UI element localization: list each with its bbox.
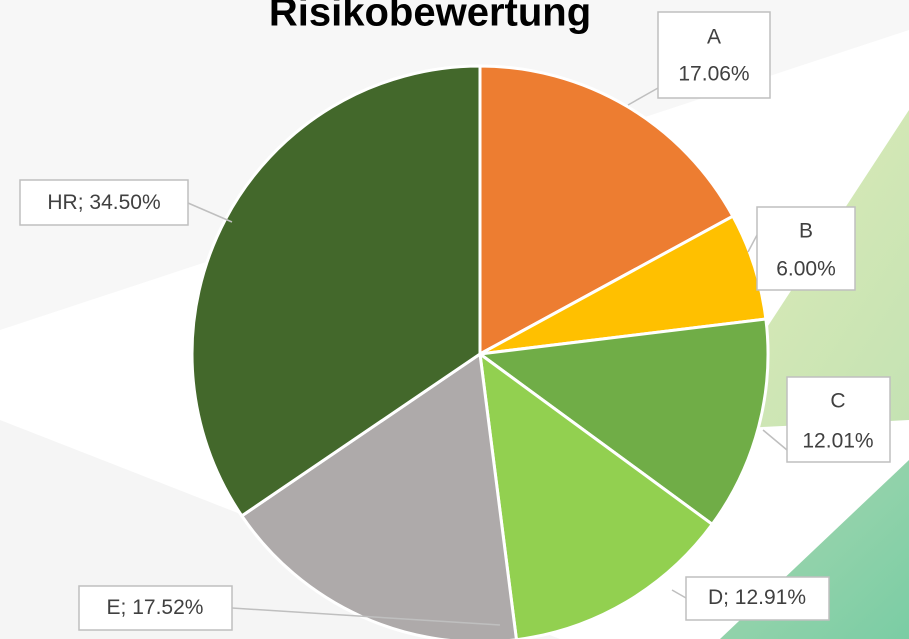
data-label-separator: ; — [723, 586, 735, 609]
data-label-value: 34.50% — [89, 191, 160, 214]
label-box — [685, 576, 830, 621]
pie-slice — [478, 350, 715, 639]
leader-line — [231, 607, 501, 626]
label-box — [78, 585, 233, 631]
data-label-category: D — [708, 586, 723, 609]
data-label-category: A — [707, 26, 721, 49]
chart-title: Risikobewertung — [269, 0, 591, 35]
pie-slice — [476, 317, 770, 527]
data-label: D; 12.91% — [708, 586, 806, 609]
data-label-category: HR — [47, 191, 77, 214]
label-box — [786, 376, 891, 463]
data-label-separator: ; — [78, 191, 90, 214]
data-label: HR; 34.50% — [47, 191, 160, 214]
label-box — [657, 11, 771, 99]
data-label-separator: ; — [121, 596, 133, 619]
leader-line — [627, 87, 659, 106]
leader-line — [762, 429, 788, 451]
data-label-value: 17.06% — [678, 63, 749, 86]
leader-line — [187, 202, 233, 223]
data-label: E; 17.52% — [107, 596, 204, 619]
data-label-value: 12.91% — [735, 586, 806, 609]
data-label-value: 12.01% — [802, 430, 873, 453]
pie-slice — [478, 64, 735, 357]
leader-line — [671, 589, 687, 599]
data-label-category: E — [107, 596, 121, 619]
label-box — [756, 206, 856, 291]
data-label-value: 17.52% — [132, 596, 203, 619]
data-label-category: C — [830, 390, 845, 413]
data-label-value: 6.00% — [776, 258, 836, 281]
leader-line — [747, 234, 758, 253]
data-label-category: B — [799, 220, 813, 243]
label-box — [19, 179, 189, 226]
